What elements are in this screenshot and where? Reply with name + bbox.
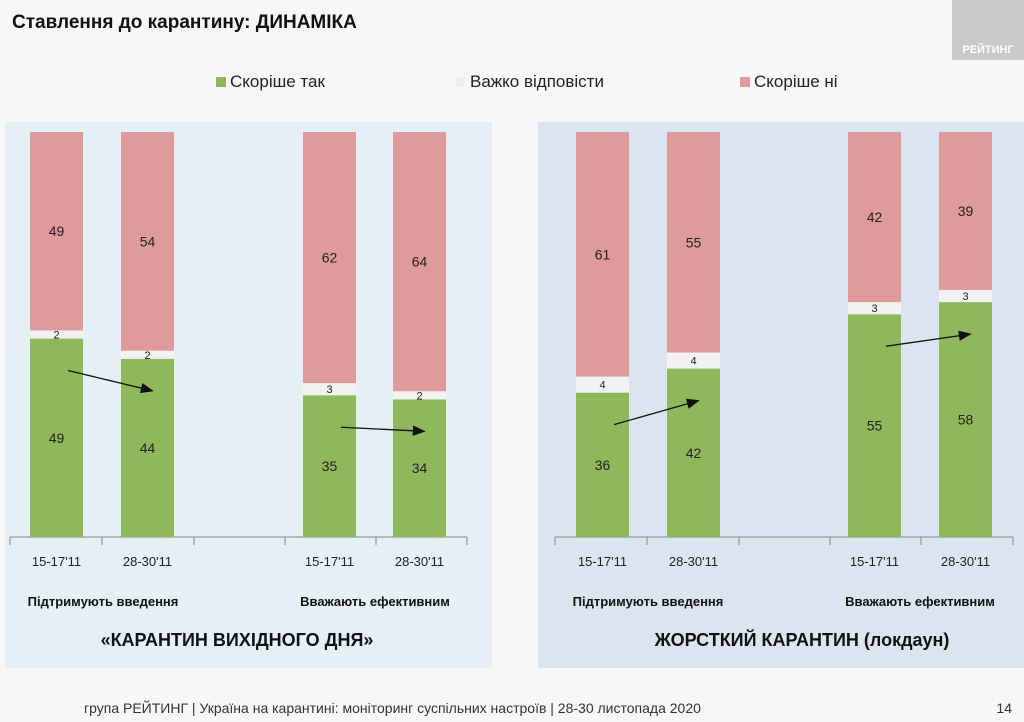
- legend-item-no: Скоріше ні: [740, 72, 838, 92]
- legend-swatch-dk: [456, 77, 466, 87]
- bar-no: [121, 132, 174, 351]
- bar-dk: [393, 391, 446, 400]
- trend-arrow: [340, 425, 426, 436]
- bar-dk: [848, 302, 901, 315]
- trend-arrow: [885, 330, 972, 347]
- label-no: 64: [412, 254, 428, 270]
- bar-dk: [939, 289, 992, 303]
- legend-item-dk: Важко відповісти: [456, 72, 604, 92]
- label-dk: 2: [416, 390, 422, 402]
- footer-text: група РЕЙТИНГ | Україна на карантині: мо…: [84, 700, 701, 716]
- period-label: 15-17'11: [850, 554, 899, 569]
- bar-yes: [939, 302, 992, 537]
- label-dk: 2: [144, 350, 150, 362]
- label-yes: 42: [686, 445, 702, 461]
- label-no: 55: [686, 234, 702, 250]
- group-label: Вважають ефективним: [300, 594, 450, 609]
- legend-swatch-yes: [216, 77, 226, 87]
- legend-item-yes: Скоріше так: [216, 72, 325, 92]
- group-label: Підтримують введення: [28, 594, 179, 609]
- trend-arrow: [613, 398, 700, 426]
- label-no: 39: [958, 203, 974, 219]
- label-dk: 3: [962, 291, 968, 303]
- bar-dk: [30, 330, 83, 339]
- section-label: «КАРАНТИН ВИХІДНОГО ДНЯ»: [101, 630, 374, 650]
- bar-no: [393, 132, 446, 392]
- bar-no: [848, 132, 901, 303]
- legend-swatch-no: [740, 77, 750, 87]
- label-dk: 2: [53, 330, 59, 342]
- label-yes: 44: [140, 440, 156, 456]
- bar-no: [667, 132, 720, 353]
- bar-dk: [667, 352, 720, 369]
- label-yes: 35: [322, 458, 338, 474]
- label-dk: 3: [871, 303, 877, 315]
- bar-yes: [576, 392, 629, 537]
- page-number: 14: [996, 700, 1012, 716]
- bar-dk: [121, 350, 174, 359]
- legend-label-dk: Важко відповісти: [470, 72, 604, 91]
- bar-no: [303, 132, 356, 384]
- label-yes: 36: [595, 457, 611, 473]
- label-yes: 49: [49, 430, 65, 446]
- label-dk: 3: [326, 384, 332, 396]
- label-dk: 4: [690, 356, 696, 368]
- bar-no: [30, 132, 83, 331]
- label-yes: 55: [867, 418, 883, 434]
- bar-yes: [393, 399, 446, 537]
- trend-arrow: [67, 369, 154, 394]
- label-no: 62: [322, 250, 338, 266]
- page-title: Ставлення до карантину: ДИНАМІКА: [12, 12, 357, 33]
- legend-label-yes: Скоріше так: [230, 72, 325, 91]
- period-label: 15-17'11: [578, 554, 627, 569]
- section-label: ЖОРСТКИЙ КАРАНТИН (локдаун): [654, 629, 950, 650]
- period-label: 28-30'11: [941, 554, 990, 569]
- label-yes: 34: [412, 460, 428, 476]
- group-label: Вважають ефективним: [845, 594, 995, 609]
- label-no: 42: [867, 209, 883, 225]
- group-label: Підтримують введення: [573, 594, 724, 609]
- label-yes: 58: [958, 412, 974, 428]
- bar-no: [576, 132, 629, 377]
- rating-logo: РЕЙТИНГ: [952, 0, 1024, 60]
- period-label: 15-17'11: [32, 554, 81, 569]
- bar-no: [939, 132, 992, 290]
- period-label: 28-30'11: [123, 554, 172, 569]
- bar-yes: [667, 368, 720, 537]
- period-label: 28-30'11: [669, 554, 718, 569]
- bar-dk: [576, 376, 629, 393]
- period-label: 15-17'11: [305, 554, 354, 569]
- bar-yes: [303, 395, 356, 537]
- legend-label-no: Скоріше ні: [754, 72, 838, 91]
- period-label: 28-30'11: [395, 554, 444, 569]
- bar-yes: [848, 314, 901, 537]
- label-no: 49: [49, 223, 65, 239]
- label-no: 61: [595, 246, 611, 262]
- bar-dk: [303, 383, 356, 396]
- label-no: 54: [140, 233, 156, 249]
- label-dk: 4: [599, 380, 605, 392]
